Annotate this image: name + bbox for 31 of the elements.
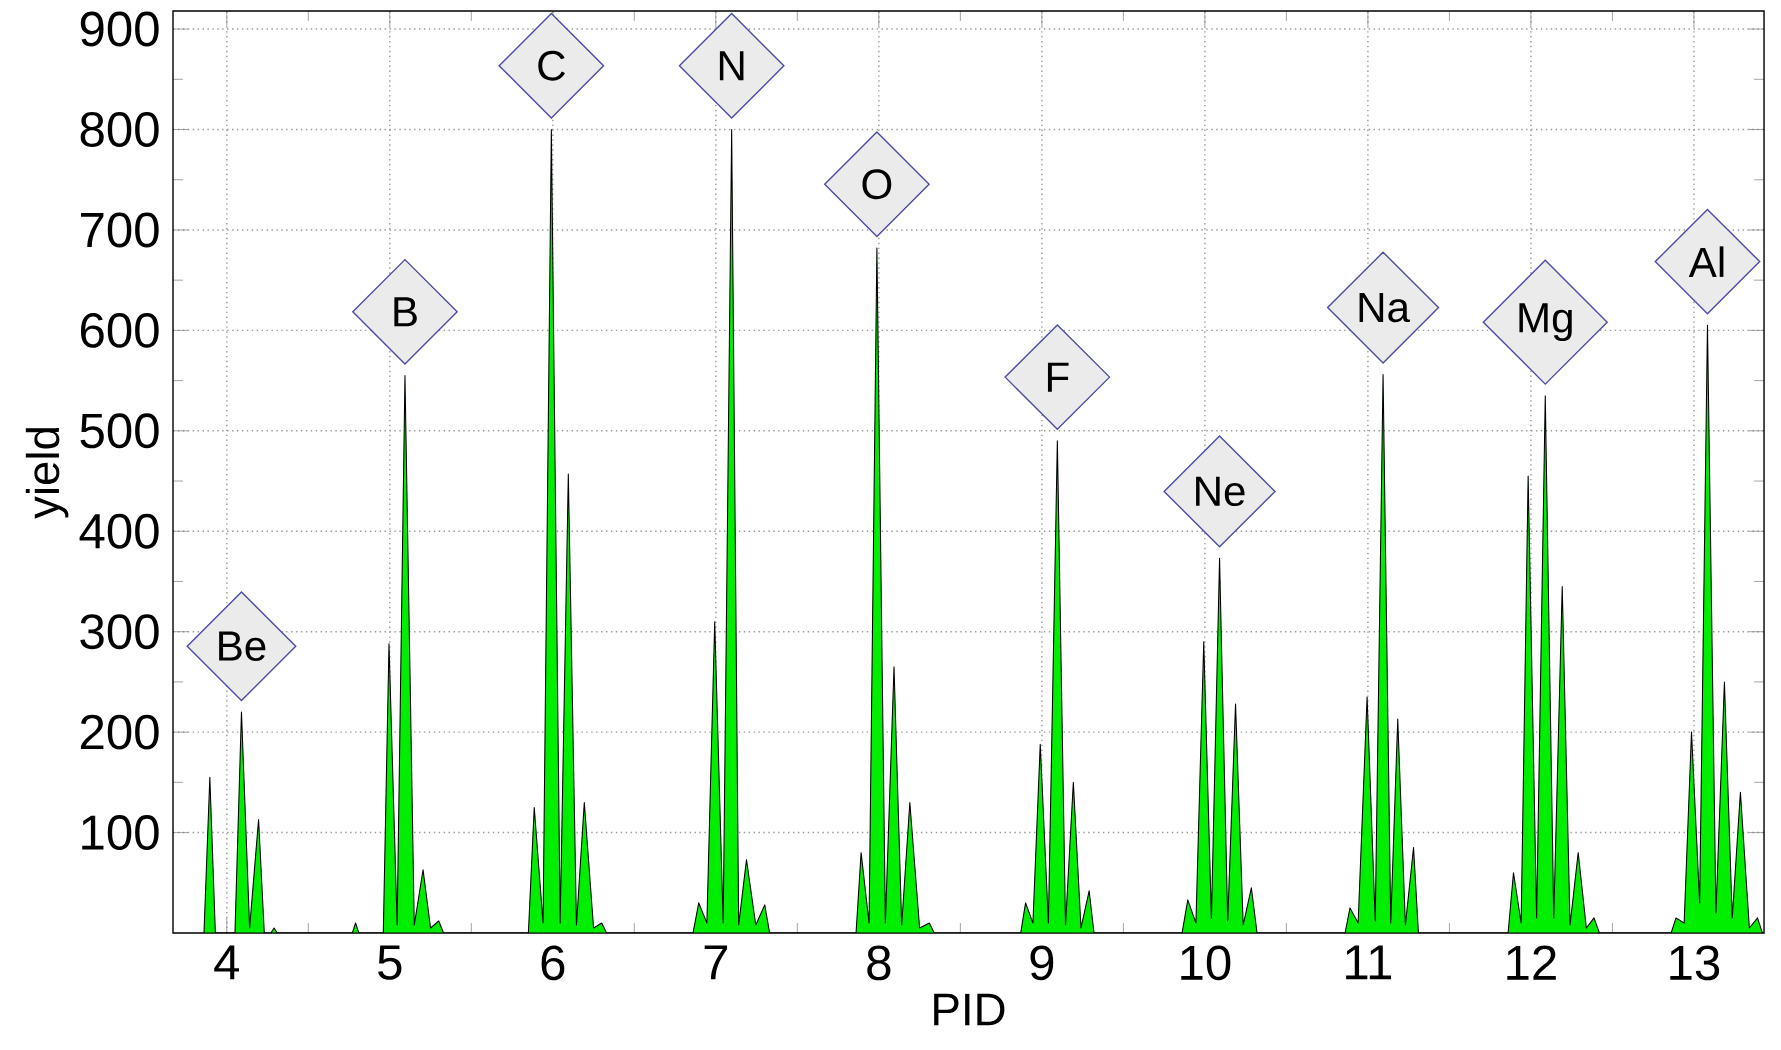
- x-tick-label: 5: [378, 945, 402, 980]
- annotation: Na: [1359, 292, 1410, 323]
- y-tick-label: 700: [81, 212, 159, 248]
- annotation: Mg: [1519, 303, 1572, 342]
- y-tick-label: 900: [80, 11, 159, 47]
- annotation: Ne: [1196, 476, 1245, 507]
- x-tick-label: 7: [704, 945, 728, 980]
- x-tick-label: 10: [1181, 945, 1231, 981]
- y-tick-label: 400: [79, 513, 159, 549]
- y-tick-label: 200: [80, 714, 159, 750]
- annotation: B: [394, 297, 417, 327]
- x-tick-label: 13: [1670, 945, 1720, 981]
- x-tick-label: 4: [214, 945, 240, 980]
- y-tick-label: 300: [80, 614, 159, 650]
- y-tick-label: 600: [80, 312, 159, 348]
- annotation: N: [719, 51, 744, 81]
- y-tick-label: 500: [80, 413, 159, 449]
- annotation: Be: [219, 631, 266, 661]
- x-axis-title: PID: [934, 993, 1005, 1026]
- y-axis-title: yield: [25, 427, 69, 519]
- annotation: C: [538, 50, 565, 81]
- y-tick-label: 100: [82, 815, 159, 850]
- annotation: Al: [1688, 246, 1724, 277]
- annotation: O: [862, 169, 892, 200]
- y-tick-label: 800: [80, 112, 159, 147]
- x-tick-label: 6: [541, 945, 565, 981]
- annotation: F: [1047, 362, 1069, 392]
- x-tick-label: 12: [1507, 945, 1556, 980]
- x-tick-label: 11: [1346, 945, 1392, 980]
- x-tick-label: 9: [1030, 945, 1054, 981]
- x-tick-label: 8: [867, 945, 891, 981]
